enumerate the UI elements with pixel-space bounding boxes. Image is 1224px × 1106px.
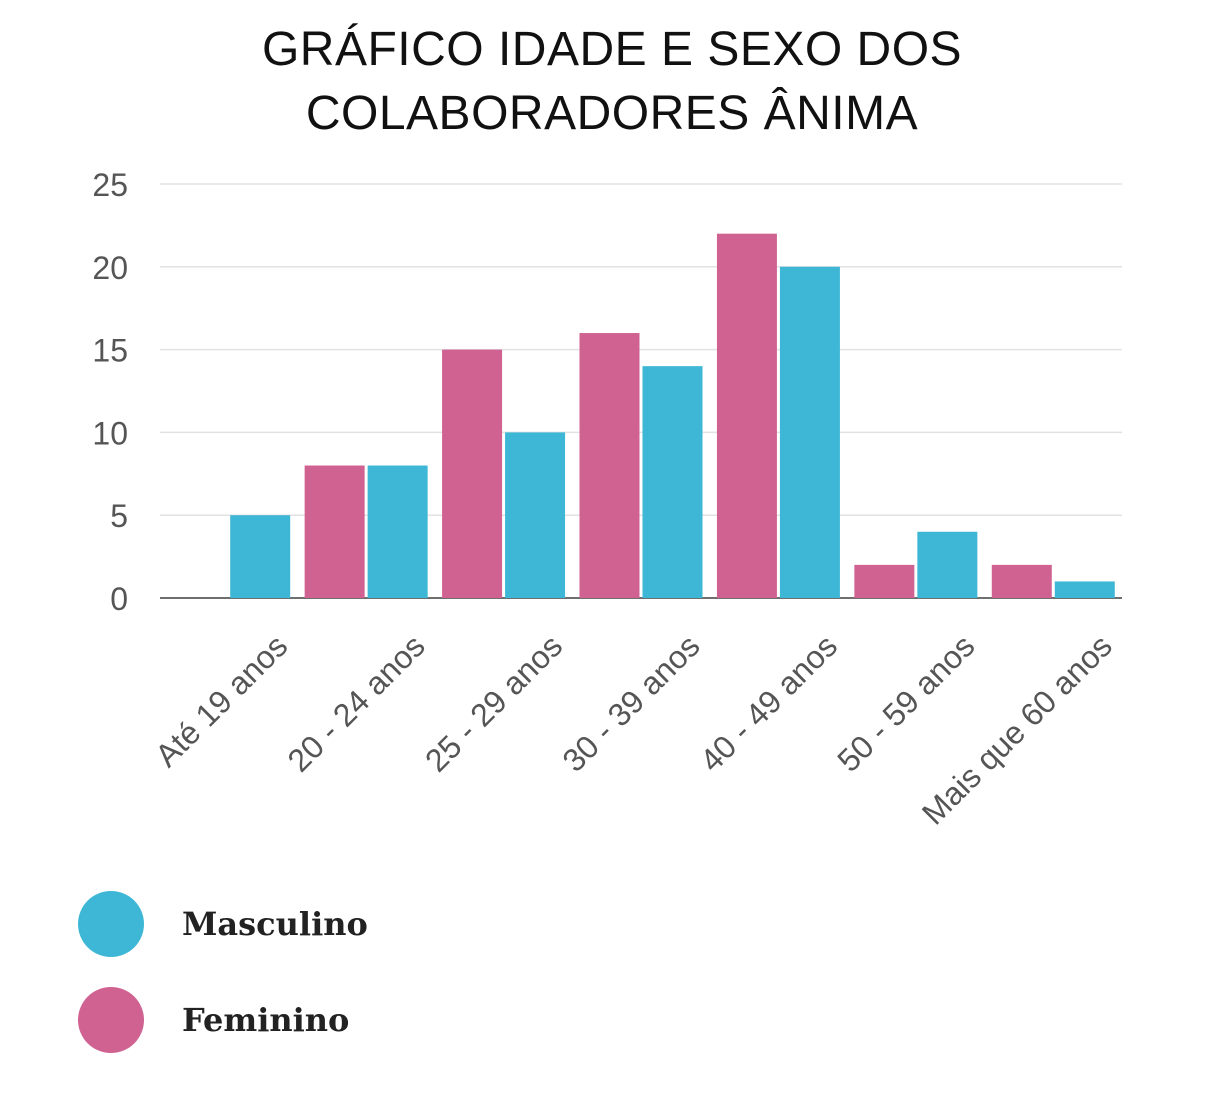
chart-title-line-2: COLABORADORES ÂNIMA [305, 87, 919, 140]
y-tick-label: 25 [92, 167, 128, 203]
bar-feminino [579, 333, 640, 598]
x-tick-label: 30 - 39 anos [555, 627, 706, 778]
bar-masculino [779, 266, 840, 598]
x-tick-label: 25 - 29 anos [418, 627, 569, 778]
bar-feminino [991, 564, 1052, 598]
x-tick-label: 40 - 49 anos [693, 627, 844, 778]
bar-feminino [716, 233, 777, 598]
bar-masculino [642, 366, 703, 598]
legend-item-feminino: Feminino [78, 972, 368, 1068]
chart-title-line-1: GRÁFICO IDADE E SEXO DOS [261, 23, 963, 76]
bar-feminino [304, 465, 365, 598]
x-tick-label: 50 - 59 anos [830, 627, 981, 778]
legend-label-feminino: Feminino [182, 1001, 350, 1039]
legend-swatch-masculino [78, 891, 144, 957]
bar-masculino [367, 465, 428, 598]
y-tick-label: 0 [110, 581, 128, 617]
bar-masculino [917, 531, 978, 598]
x-tick-label: 20 - 24 anos [281, 627, 432, 778]
legend-label-masculino: Masculino [182, 905, 368, 943]
legend-swatch-feminino [78, 987, 144, 1053]
y-tick-label: 10 [92, 415, 128, 451]
y-tick-label: 15 [92, 333, 128, 369]
x-tick-label: Até 19 anos [148, 627, 294, 773]
legend-item-masculino: Masculino [78, 876, 368, 972]
y-tick-label: 20 [92, 250, 128, 286]
y-tick-label: 5 [110, 498, 128, 534]
bar-masculino [230, 515, 291, 598]
bar-masculino [1054, 581, 1115, 598]
bar-masculino [505, 432, 566, 598]
bar-feminino [442, 349, 503, 598]
bar-feminino [854, 564, 915, 598]
legend: Masculino Feminino [78, 876, 368, 1068]
chart-title: GRÁFICO IDADE E SEXO DOS COLABORADORES Â… [0, 18, 1224, 146]
